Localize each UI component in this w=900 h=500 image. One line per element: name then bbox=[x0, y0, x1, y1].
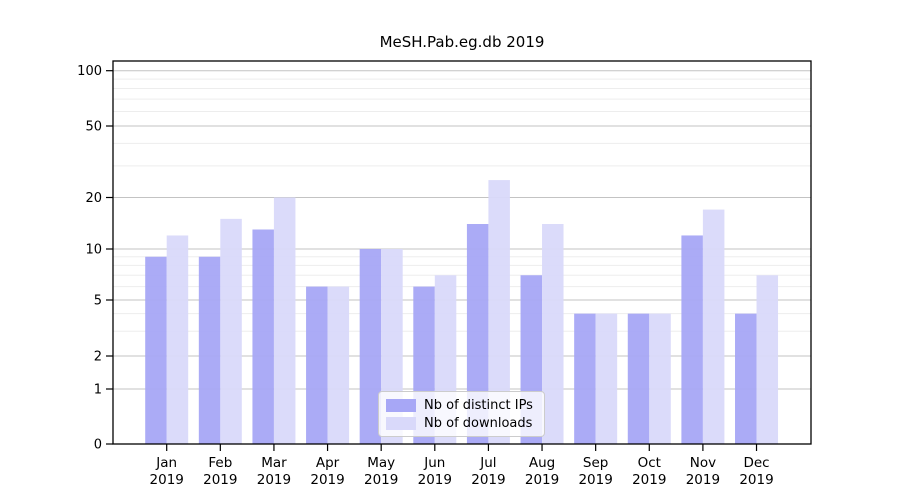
legend-label-downloads: Nb of downloads bbox=[424, 415, 533, 431]
bar-downloads-aug bbox=[542, 224, 564, 444]
legend-item-downloads: Nb of downloads bbox=[386, 416, 537, 431]
x-tick-label-month-dec: Dec bbox=[743, 455, 769, 471]
legend-label-distinct-ips: Nb of distinct IPs bbox=[424, 397, 533, 413]
x-tick-label-year-apr: 2019 bbox=[310, 472, 344, 488]
legend-swatch-distinct-ips bbox=[386, 398, 416, 412]
x-tick-label-month-jun: Jun bbox=[423, 455, 445, 471]
bar-downloads-nov bbox=[702, 209, 725, 444]
bar-ips-feb bbox=[198, 256, 221, 444]
x-tick-label-month-nov: Nov bbox=[690, 455, 716, 471]
x-tick-label-month-aug: Aug bbox=[529, 455, 555, 471]
y-tick-label-10: 10 bbox=[85, 243, 102, 258]
bar-ips-jan bbox=[145, 256, 167, 444]
x-tick-label-month-jul: Jul bbox=[479, 455, 496, 471]
x-tick-label-year-may: 2019 bbox=[364, 472, 398, 488]
x-tick-label-year-jun: 2019 bbox=[418, 472, 452, 488]
x-tick-label-year-feb: 2019 bbox=[203, 472, 237, 488]
x-tick-label-year-nov: 2019 bbox=[686, 472, 720, 488]
x-tick-label-year-aug: 2019 bbox=[525, 472, 559, 488]
bar-ips-sep bbox=[574, 313, 596, 444]
x-tick-label-year-sep: 2019 bbox=[578, 472, 612, 488]
bar-downloads-dec bbox=[756, 275, 779, 444]
bar-downloads-jan bbox=[166, 235, 189, 444]
x-tick-label-month-feb: Feb bbox=[208, 455, 232, 471]
bar-downloads-mar bbox=[273, 197, 296, 444]
x-tick-label-year-dec: 2019 bbox=[739, 472, 773, 488]
bar-downloads-sep bbox=[595, 313, 618, 444]
x-tick-label-month-may: May bbox=[367, 455, 395, 471]
chart-title: MeSH.Pab.eg.db 2019 bbox=[379, 33, 545, 51]
bar-downloads-feb bbox=[220, 218, 242, 444]
y-tick-label-2: 2 bbox=[94, 350, 102, 365]
bar-downloads-jul bbox=[488, 180, 510, 445]
legend: Nb of distinct IPs Nb of downloads bbox=[378, 391, 545, 437]
x-tick-label-year-jul: 2019 bbox=[471, 472, 505, 488]
y-tick-label-1: 1 bbox=[94, 383, 102, 398]
bar-ips-mar bbox=[252, 229, 274, 444]
y-tick-label-0: 0 bbox=[94, 438, 102, 453]
x-tick-label-month-jan: Jan bbox=[155, 455, 177, 471]
legend-swatch-downloads bbox=[386, 416, 416, 430]
x-tick-label-year-mar: 2019 bbox=[257, 472, 291, 488]
y-tick-label-100: 100 bbox=[77, 64, 102, 79]
x-tick-label-month-sep: Sep bbox=[583, 455, 608, 471]
bar-ips-dec bbox=[735, 313, 757, 444]
bar-ips-apr bbox=[306, 286, 328, 444]
x-tick-label-year-oct: 2019 bbox=[632, 472, 666, 488]
bar-ips-may bbox=[359, 249, 382, 444]
legend-item-distinct-ips: Nb of distinct IPs bbox=[386, 398, 537, 413]
x-tick-label-month-oct: Oct bbox=[638, 455, 661, 471]
bar-downloads-apr bbox=[327, 286, 350, 444]
bar-downloads-oct bbox=[649, 313, 671, 444]
y-tick-label-20: 20 bbox=[85, 191, 102, 206]
y-tick-label-50: 50 bbox=[85, 120, 102, 135]
bar-ips-jul bbox=[466, 224, 489, 444]
plot-box-spines bbox=[112, 60, 812, 445]
bar-ips-nov bbox=[681, 235, 703, 444]
y-tick-label-5: 5 bbox=[94, 294, 102, 309]
x-tick-label-year-jan: 2019 bbox=[150, 472, 184, 488]
x-tick-label-month-mar: Mar bbox=[261, 455, 287, 471]
x-tick-label-month-apr: Apr bbox=[316, 455, 340, 471]
bar-ips-oct bbox=[627, 313, 650, 444]
